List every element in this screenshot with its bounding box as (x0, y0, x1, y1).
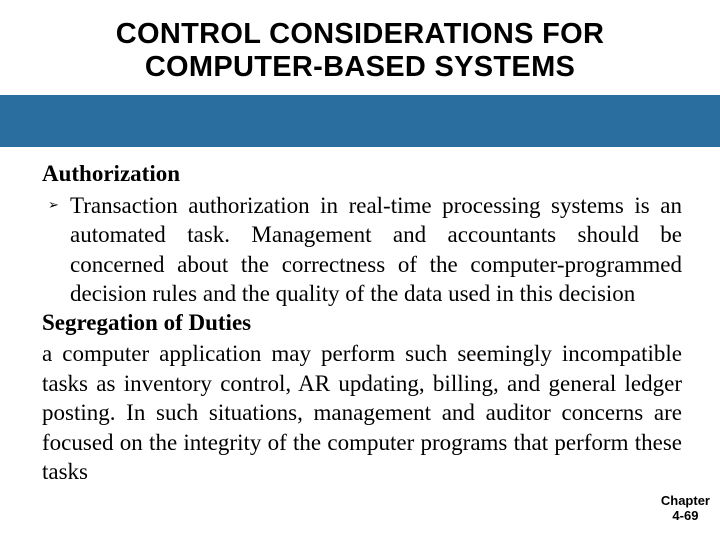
bullet-text-authorization: Transaction authorization in real-time p… (70, 191, 682, 309)
footer-chapter-label: Chapter (661, 493, 710, 508)
slide-footer: Chapter 4-69 (661, 494, 710, 524)
slide-title: CONTROL CONSIDERATIONS FOR COMPUTER-BASE… (60, 18, 660, 85)
paragraph-segregation: a computer application may perform such … (42, 339, 682, 486)
title-area: CONTROL CONSIDERATIONS FOR COMPUTER-BASE… (0, 0, 720, 95)
title-line-1: CONTROL CONSIDERATIONS FOR (116, 18, 604, 50)
bullet-item: ➢ Transaction authorization in real-time… (42, 191, 682, 309)
footer-page-number: 4-69 (672, 508, 698, 523)
slide: CONTROL CONSIDERATIONS FOR COMPUTER-BASE… (0, 0, 720, 540)
chevron-right-icon: ➢ (42, 191, 70, 219)
content-area: Authorization ➢ Transaction authorizatio… (42, 160, 682, 486)
section-heading-segregation: Segregation of Duties (42, 309, 682, 338)
accent-bar (0, 95, 720, 147)
title-line-2: COMPUTER-BASED SYSTEMS (145, 51, 575, 83)
section-heading-authorization: Authorization (42, 160, 682, 189)
